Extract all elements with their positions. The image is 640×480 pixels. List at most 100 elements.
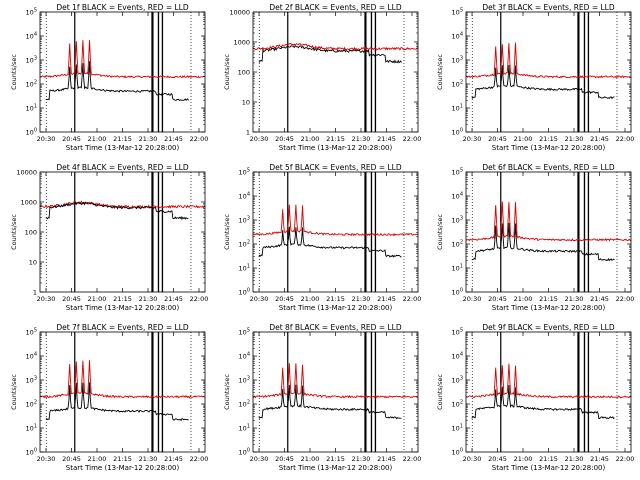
x-tick-label: 20:30 (37, 135, 56, 143)
plot-frame (252, 171, 419, 293)
x-tick-label: 20:45 (488, 295, 507, 303)
x-tick-label: 20:45 (488, 455, 507, 463)
x-axis-label: Start Time (13-Mar-12 20:28:00) (66, 464, 180, 472)
x-tick-label: 20:45 (275, 455, 294, 463)
x-tick-label: 22:00 (403, 295, 422, 303)
x-axis-label: Start Time (13-Mar-12 20:28:00) (492, 464, 606, 472)
y-tick-label: 100 (238, 69, 250, 77)
shaded-interval (587, 332, 590, 452)
y-tick-label: 10 (29, 259, 37, 267)
panel-title: Det 5f BLACK = Events, RED = LLD (269, 163, 402, 172)
x-axis-label: Start Time (13-Mar-12 20:28:00) (66, 144, 180, 152)
panel-det-8f: Det 8f BLACK = Events, RED = LLD 100 101 10… (223, 323, 421, 472)
events-series-line (471, 384, 615, 420)
x-axis-label: Start Time (13-Mar-12 20:28:00) (66, 304, 180, 312)
y-tick-label: 102 (452, 400, 463, 409)
y-tick-label: 102 (452, 80, 463, 89)
x-tick-label: 20:30 (463, 295, 482, 303)
panel-det-9f: Det 9f BLACK = Events, RED = LLD 100 101 10… (436, 323, 634, 472)
panel-det-4f: Det 4f BLACK = Events, RED = LLD 1 10 100 10… (10, 163, 208, 312)
y-tick-label: 105 (26, 328, 37, 337)
y-tick-label: 100 (452, 128, 463, 137)
y-tick-label: 102 (452, 240, 463, 249)
lld-series-line (465, 363, 632, 399)
x-tick-label: 21:15 (326, 135, 345, 143)
x-axis-label: Start Time (13-Mar-12 20:28:00) (492, 144, 606, 152)
plot-frame (39, 11, 206, 133)
y-tick-label: 103 (26, 56, 37, 65)
panel-det-2f: Det 2f BLACK = Events, RED = LLD 1 10 100 10… (223, 3, 421, 152)
x-tick-label: 20:30 (250, 295, 269, 303)
x-tick-label: 21:30 (139, 455, 158, 463)
y-tick-label: 100 (239, 448, 250, 457)
y-tick-label: 104 (26, 352, 37, 361)
y-tick-label: 100 (452, 448, 463, 457)
y-tick-label: 105 (452, 168, 463, 177)
shaded-interval (74, 172, 76, 292)
shaded-interval (157, 172, 160, 292)
y-axis-label: Counts/sec (10, 214, 18, 250)
plot-frame (465, 11, 632, 133)
x-tick-label: 20:45 (62, 295, 81, 303)
panel-title: Det 8f BLACK = Events, RED = LLD (269, 323, 402, 332)
x-axis-label: Start Time (13-Mar-12 20:28:00) (279, 304, 393, 312)
y-tick-label: 104 (239, 192, 250, 201)
x-tick-label: 22:00 (616, 455, 635, 463)
y-tick-label: 105 (26, 8, 37, 17)
y-tick-label: 101 (452, 104, 463, 113)
y-tick-label: 10000 (229, 9, 250, 17)
x-tick-label: 20:30 (250, 135, 269, 143)
events-series-line (45, 201, 189, 221)
shaded-interval (370, 12, 373, 132)
x-tick-label: 21:00 (301, 135, 320, 143)
panel-det-7f: Det 7f BLACK = Events, RED = LLD 100 101 10… (10, 323, 208, 472)
panel-title: Det 1f BLACK = Events, RED = LLD (56, 3, 189, 12)
x-tick-label: 21:00 (88, 295, 107, 303)
x-tick-label: 21:15 (326, 455, 345, 463)
panel-title: Det 9f BLACK = Events, RED = LLD (482, 323, 615, 332)
lld-series-line (40, 360, 206, 399)
x-tick-label: 21:30 (565, 455, 584, 463)
x-axis-label: Start Time (13-Mar-12 20:28:00) (492, 304, 606, 312)
panel-title: Det 6f BLACK = Events, RED = LLD (482, 163, 615, 172)
x-tick-label: 22:00 (403, 135, 422, 143)
y-tick-label: 100 (26, 128, 37, 137)
x-tick-label: 21:15 (539, 295, 558, 303)
events-series-line (258, 226, 402, 258)
y-tick-label: 103 (239, 376, 250, 385)
x-tick-label: 20:30 (37, 455, 56, 463)
x-tick-label: 21:45 (377, 295, 396, 303)
y-tick-label: 102 (239, 240, 250, 249)
y-tick-label: 101 (239, 424, 250, 433)
x-tick-label: 21:45 (164, 295, 183, 303)
x-tick-label: 21:30 (352, 135, 371, 143)
x-tick-label: 20:30 (463, 135, 482, 143)
y-tick-label: 100 (26, 448, 37, 457)
y-tick-label: 100 (239, 288, 250, 297)
y-tick-label: 102 (26, 80, 37, 89)
x-tick-label: 22:00 (403, 455, 422, 463)
shaded-interval (364, 172, 367, 292)
x-tick-label: 21:00 (88, 455, 107, 463)
shaded-interval (370, 332, 373, 452)
panel-title: Det 4f BLACK = Events, RED = LLD (56, 163, 189, 172)
y-tick-label: 101 (239, 264, 250, 273)
shaded-interval (583, 172, 586, 292)
x-tick-label: 22:00 (190, 455, 209, 463)
y-tick-label: 103 (452, 216, 463, 225)
x-tick-label: 21:30 (139, 135, 158, 143)
shaded-interval (364, 332, 367, 452)
y-tick-label: 103 (452, 56, 463, 65)
y-tick-label: 1000 (20, 199, 37, 207)
x-tick-label: 21:00 (514, 135, 533, 143)
plot-frame (252, 11, 419, 133)
x-tick-label: 20:45 (275, 295, 294, 303)
x-tick-label: 20:45 (275, 135, 294, 143)
y-tick-label: 104 (26, 32, 37, 41)
x-tick-label: 21:30 (139, 295, 158, 303)
y-tick-label: 102 (26, 400, 37, 409)
x-tick-label: 21:45 (590, 295, 609, 303)
y-tick-label: 104 (452, 352, 463, 361)
plot-frame (39, 331, 206, 453)
